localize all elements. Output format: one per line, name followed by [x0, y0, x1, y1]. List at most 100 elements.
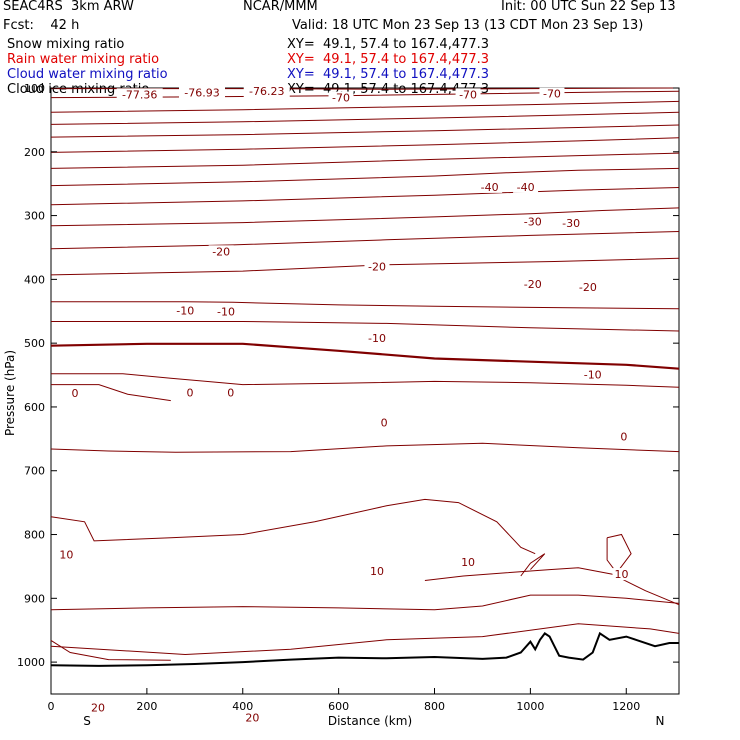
y-tick-label: 900 — [24, 592, 45, 605]
isotherm-label: 0 — [381, 416, 388, 429]
y-tick-label: 400 — [24, 273, 45, 286]
isotherm-line-1 — [50, 90, 680, 99]
isotherm-label-bg — [116, 88, 163, 101]
x-tick-label: 800 — [424, 700, 445, 713]
x-tick-label: 400 — [232, 700, 253, 713]
isotherm-label: -76.23 — [249, 85, 284, 98]
forecast-hour: Fcst: 42 h — [3, 18, 80, 33]
isotherm-label: 20 — [91, 701, 105, 714]
y-tick-label: 1000 — [17, 656, 45, 669]
terrain-line — [50, 631, 679, 667]
isotherm-label-bg — [520, 215, 546, 228]
legend-snow-label: Snow mixing ratio — [7, 37, 125, 52]
isotherm-label-bg — [367, 564, 386, 577]
y-tick-label: 100 — [24, 82, 45, 95]
isotherm-label-bg — [243, 85, 290, 98]
y-tick-label: 800 — [24, 529, 45, 542]
isotherm-label-bg — [612, 568, 631, 581]
isotherm-label-bg — [179, 86, 226, 99]
isotherm-label: 0 — [620, 430, 627, 443]
isotherm-label: -30 — [524, 215, 542, 228]
isotherm-line-16 — [50, 442, 680, 453]
isotherm-line-23 — [50, 623, 680, 656]
isotherm-label-bg — [520, 277, 546, 290]
isotherm-label-bg — [328, 91, 354, 104]
isotherm-label-layer: -77.36 -76.93 -76.23 -70 -70 -70 -40 -40 -30 -30 -… — [57, 85, 631, 725]
init-time: Init: 00 UTC Sun 22 Sep 13 — [501, 0, 676, 14]
isotherm-label: 0 — [227, 386, 234, 399]
isotherm-label: -76.93 — [184, 86, 219, 99]
isotherm-label-bg — [243, 711, 262, 724]
isotherm-label: 10 — [59, 548, 73, 561]
isotherm-line-2 — [50, 100, 680, 113]
axis-layer: 0 200 400 600 800 1000 12001002003004005006007… — [17, 82, 679, 713]
x-tick-label: 600 — [328, 700, 349, 713]
isotherm-line-19 — [606, 533, 632, 574]
y-tick-label: 500 — [24, 337, 45, 350]
plot-frame — [50, 87, 680, 695]
x-tick-label: 200 — [136, 700, 157, 713]
isotherm-label-bg — [558, 217, 584, 230]
isotherm-label: -20 — [368, 261, 386, 274]
isotherm-line-5 — [50, 137, 680, 153]
isotherm-label: 10 — [461, 556, 475, 569]
isotherm-label: 20 — [245, 712, 259, 725]
isotherm-line-3 — [50, 111, 680, 125]
south-end-label: S — [83, 714, 91, 728]
isotherm-line-24 — [51, 384, 171, 402]
isotherm-label-bg — [477, 180, 503, 193]
isotherm-label-bg — [364, 332, 390, 345]
isotherm-label-bg — [172, 304, 198, 317]
isotherm-label-bg — [184, 386, 196, 399]
legend-cloud-water-xy: XY= 49.1, 57.4 to 167.4,477.3 — [287, 67, 490, 82]
isotherm-label: 10 — [370, 565, 384, 578]
isotherm-line-20 — [424, 567, 680, 606]
isotherm-line-17 — [50, 498, 536, 555]
isotherm-line-0 — [51, 87, 680, 90]
isotherm-label-bg — [364, 260, 390, 273]
org-title: NCAR/MMM — [243, 0, 318, 14]
isotherm-label: 0 — [187, 386, 194, 399]
isotherm-line-12 — [51, 301, 680, 310]
isotherm-line-7 — [50, 167, 680, 187]
y-tick-label: 200 — [24, 146, 45, 159]
isotherm-label-bg — [459, 555, 478, 568]
isotherm-line-18 — [520, 553, 546, 577]
isotherm-label: -20 — [524, 278, 542, 291]
valid-time: Valid: 18 UTC Mon 23 Sep 13 (13 CDT Mon … — [292, 18, 644, 33]
x-axis-title: Distance (km) — [328, 714, 412, 728]
isotherm-layer — [50, 87, 680, 661]
isotherm-label: 10 — [614, 568, 628, 581]
isotherm-line-4 — [50, 124, 680, 138]
isotherm-label: -10 — [176, 305, 194, 318]
isotherm-label: -30 — [562, 217, 580, 230]
isotherm-label-bg — [208, 245, 234, 258]
isotherm-label-bg — [455, 88, 481, 101]
y-tick-label: 700 — [24, 465, 45, 478]
isotherm-label-bg — [575, 281, 601, 294]
isotherm-line-6 — [50, 152, 680, 169]
isotherm-label: -10 — [584, 368, 602, 381]
x-tick-label: 0 — [48, 700, 55, 713]
isotherm-label-bg — [539, 87, 565, 100]
isotherm-line-13 — [51, 321, 680, 332]
isotherm-label: -70 — [332, 92, 350, 105]
isotherm-line-14 — [50, 342, 680, 370]
y-axis-title: Pressure (hPa) — [3, 350, 17, 436]
isotherm-label: -70 — [543, 88, 561, 101]
isotherm-label: -77.36 — [122, 88, 157, 101]
isotherm-label: 0 — [71, 387, 78, 400]
isotherm-label-bg — [225, 386, 237, 399]
isotherm-label: -20 — [212, 245, 230, 258]
isotherm-label-bg — [88, 701, 107, 714]
isotherm-label: -40 — [481, 181, 499, 194]
isotherm-label-bg — [213, 305, 239, 318]
model-title: SEAC4RS 3km ARW — [3, 0, 134, 14]
isotherm-label-bg — [580, 368, 606, 381]
y-tick-label: 600 — [24, 401, 45, 414]
isotherm-label: -10 — [368, 332, 386, 345]
legend-cloud-water-label: Cloud water mixing ratio — [7, 67, 168, 82]
isotherm-line-21 — [50, 594, 680, 611]
x-tick-label: 1000 — [516, 700, 544, 713]
